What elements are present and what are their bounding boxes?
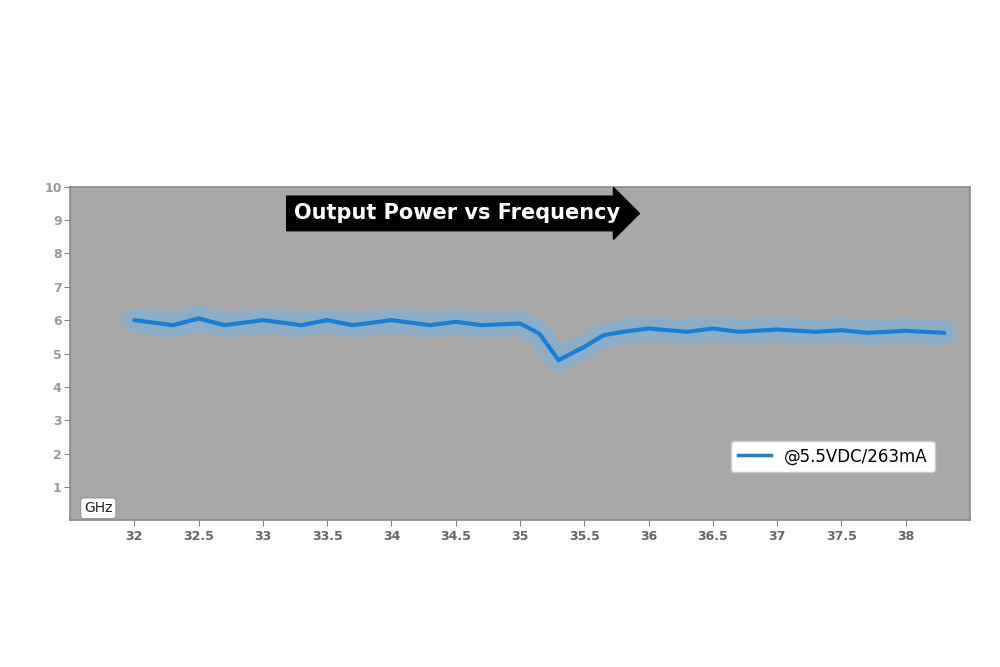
Text: Output Power vs Frequency: Output Power vs Frequency [294,203,620,223]
Text: GHz: GHz [84,502,113,516]
Legend: @5.5VDC/263mA: @5.5VDC/263mA [731,441,935,472]
